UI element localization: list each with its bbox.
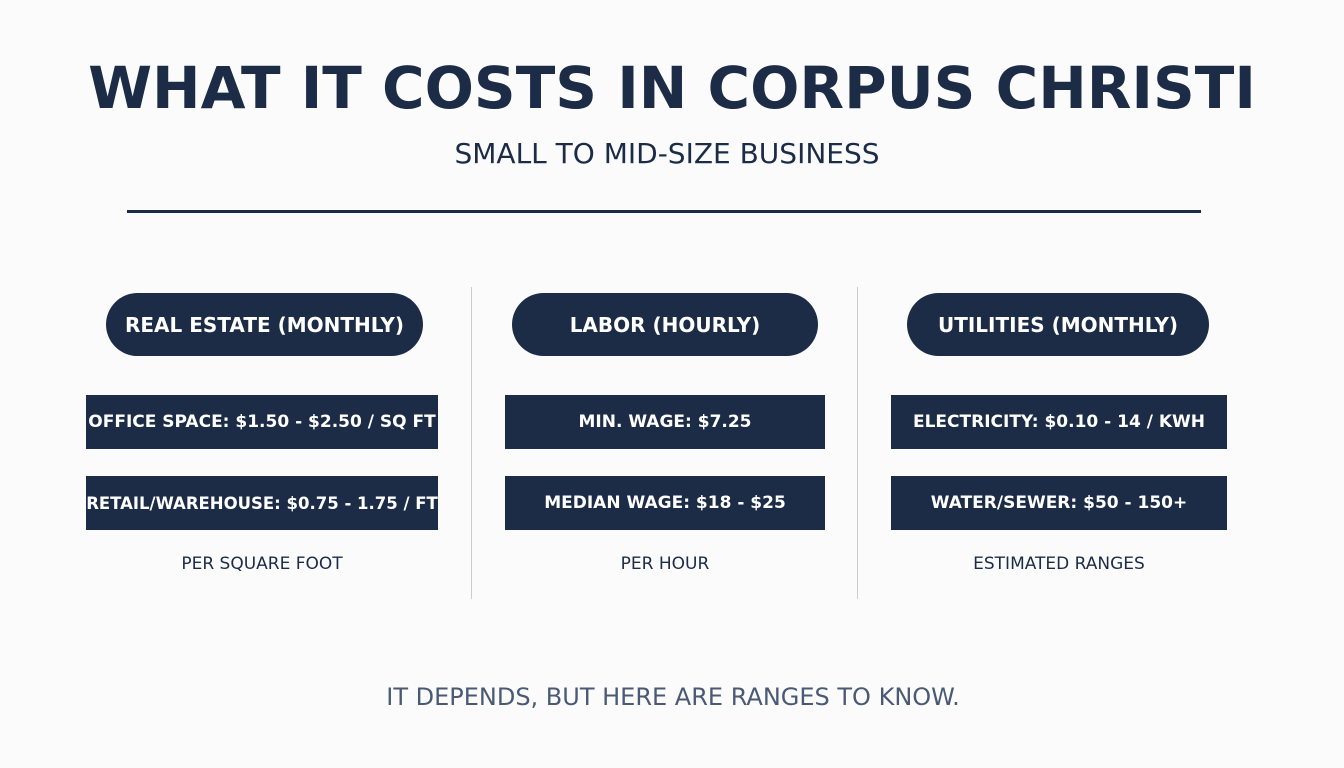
real-estate-heading: REAL ESTATE (MONTHLY) xyxy=(106,293,423,356)
utilities-heading: UTILITIES (MONTHLY) xyxy=(907,293,1209,356)
retail-warehouse-cost: RETAIL/WAREHOUSE: $0.75 - 1.75 / FT xyxy=(86,476,438,530)
column-divider xyxy=(857,287,858,599)
water-sewer-cost: WATER/SEWER: $50 - 150+ xyxy=(891,476,1227,530)
column-divider xyxy=(471,287,472,599)
real-estate-note: PER SQUARE FOOT xyxy=(181,554,343,574)
header-divider xyxy=(127,210,1201,213)
electricity-cost: ELECTRICITY: $0.10 - 14 / KWH xyxy=(891,395,1227,449)
labor-heading: LABOR (HOURLY) xyxy=(512,293,818,356)
min-wage-cost: MIN. WAGE: $7.25 xyxy=(505,395,825,449)
labor-note: PER HOUR xyxy=(620,554,710,574)
median-wage-cost: MEDIAN WAGE: $18 - $25 xyxy=(505,476,825,530)
office-space-cost: OFFICE SPACE: $1.50 - $2.50 / SQ FT xyxy=(86,395,438,449)
footer-tagline: IT DEPENDS, BUT HERE ARE RANGES TO KNOW. xyxy=(386,683,960,711)
page-subtitle: SMALL TO MID-SIZE BUSINESS xyxy=(454,137,880,170)
utilities-note: ESTIMATED RANGES xyxy=(973,554,1145,574)
page-title: WHAT IT COSTS IN CORPUS CHRISTI xyxy=(88,54,1256,122)
